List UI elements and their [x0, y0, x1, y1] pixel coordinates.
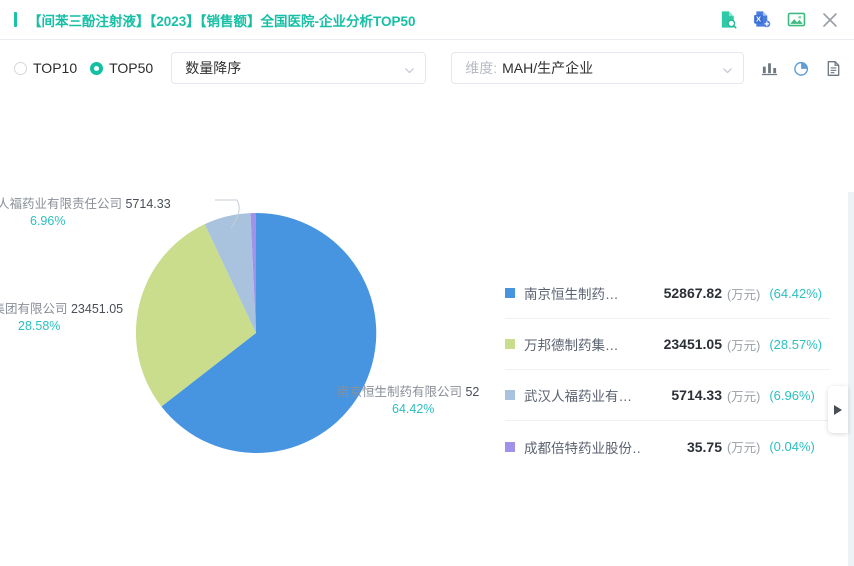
pie-label-wanbangde-name: 万邦德制药集团有限公司	[0, 302, 68, 316]
chart-canvas: 武汉人福药业有限责任公司 5714.33 6.96% 万邦德制药集团有限公司 2…	[0, 96, 854, 566]
chart-legend: 南京恒生制药… 52867.82 (万元) (64.42%) 万邦德制药集… 2…	[505, 268, 830, 472]
pie-slice-wuhan[interactable]	[204, 213, 256, 333]
pie-label-wuhan: 武汉人福药业有限责任公司 5714.33 6.96%	[0, 196, 171, 230]
bar-chart-icon[interactable]	[760, 59, 778, 77]
legend-unit: (万元)	[727, 287, 761, 302]
header-actions: X	[718, 10, 840, 30]
close-icon[interactable]	[820, 10, 840, 30]
radio-top50-dot	[90, 61, 104, 75]
legend-value: 52867.82	[663, 285, 722, 301]
legend-swatch-wanbangde	[505, 339, 515, 349]
legend-value: 35.75	[686, 438, 722, 455]
top-n-radio-group: TOP10 TOP50	[14, 60, 153, 76]
pie-label-nanjing-name: 南京恒生制药有限公司	[337, 385, 466, 399]
leader-line-wuhan	[215, 199, 240, 229]
pie-chart	[135, 199, 387, 453]
legend-name: 南京恒生制药…	[524, 287, 619, 302]
radio-top50[interactable]: TOP50	[90, 60, 153, 76]
radio-top10[interactable]: TOP10	[14, 60, 77, 76]
pie-label-nanjing-percent: 64.42%	[392, 402, 435, 416]
expand-panel-arrow[interactable]	[828, 386, 848, 433]
pie-label-nanjing: 南京恒生制药有限公司 52 64.42%	[337, 384, 479, 418]
pie-label-wanbangde-value: 23451.05	[70, 302, 124, 316]
radio-top10-dot	[14, 61, 27, 75]
pie-slice-nanjing[interactable]	[161, 212, 377, 453]
dimension-value: MAH/生产企业	[502, 60, 594, 76]
chart-type-switcher	[760, 59, 842, 77]
image-export-icon[interactable]	[786, 10, 806, 30]
legend-swatch-nanjing	[505, 288, 515, 298]
legend-percent: (28.57%)	[769, 336, 823, 352]
legend-percent: (64.42%)	[769, 285, 823, 301]
leader-line-nanjing	[366, 388, 387, 393]
document-search-icon[interactable]	[718, 10, 738, 30]
right-rail	[848, 192, 854, 566]
filter-toolbar: TOP10 TOP50 数量降序 维度: MAH/生产企业	[0, 40, 854, 96]
pie-label-wuhan-value: 5714.33	[125, 197, 171, 211]
legend-value: 23451.05	[663, 336, 722, 352]
legend-value: 5714.33	[671, 387, 722, 403]
legend-percent: (0.04%)	[769, 439, 815, 454]
window-header: 【间苯三酚注射液】【2023】【销售额】全国医院-企业分析TOP50 X	[0, 0, 854, 40]
title-accent-bar	[14, 12, 17, 27]
pie-label-nanjing-value: 52	[465, 385, 480, 399]
sort-order-value: 数量降序	[185, 60, 242, 76]
pie-label-wanbangde-percent: 28.58%	[18, 319, 61, 333]
legend-row[interactable]: 武汉人福药业有… 5714.33 (万元) (6.96%)	[505, 370, 830, 421]
page-title: 【间苯三酚注射液】【2023】【销售额】全国医院-企业分析TOP50	[28, 13, 416, 29]
pie-label-wanbangde: 万邦德制药集团有限公司 23451.05 28.58%	[0, 301, 123, 335]
chevron-down-icon	[722, 63, 733, 74]
legend-name: 成都倍特药业股份…	[524, 440, 640, 456]
legend-row[interactable]: 成都倍特药业股份… 35.75 (万元) (0.04%)	[505, 421, 830, 472]
pie-slice-chengdu[interactable]	[250, 212, 257, 333]
radio-top10-label: TOP10	[33, 60, 78, 76]
sort-order-select[interactable]: 数量降序	[171, 52, 427, 84]
legend-row[interactable]: 万邦德制药集… 23451.05 (万元) (28.57%)	[505, 319, 830, 370]
excel-export-icon[interactable]: X	[752, 10, 772, 30]
legend-unit: (万元)	[727, 441, 761, 455]
dimension-select[interactable]: 维度: MAH/生产企业	[451, 52, 745, 84]
radio-top50-label: TOP50	[109, 60, 154, 76]
legend-unit: (万元)	[727, 338, 761, 353]
pie-slice-wanbangde[interactable]	[135, 224, 256, 407]
pie-label-wuhan-name: 武汉人福药业有限责任公司	[0, 197, 123, 211]
legend-swatch-chengdu	[505, 441, 515, 452]
dimension-prefix: 维度:	[465, 60, 498, 76]
legend-unit: (万元)	[727, 389, 761, 404]
legend-name: 万邦德制药集…	[524, 338, 619, 353]
legend-row[interactable]: 南京恒生制药… 52867.82 (万元) (64.42%)	[505, 268, 830, 319]
svg-text:X: X	[755, 15, 760, 24]
table-view-icon[interactable]	[824, 59, 842, 77]
pie-chart-icon[interactable]	[792, 59, 810, 77]
pie-label-wuhan-percent: 6.96%	[30, 214, 66, 228]
legend-percent: (6.96%)	[769, 387, 815, 403]
legend-name: 武汉人福药业有…	[524, 389, 632, 404]
triangle-right-icon	[834, 404, 842, 415]
legend-swatch-wuhan	[505, 390, 515, 400]
chevron-down-icon	[404, 63, 415, 74]
